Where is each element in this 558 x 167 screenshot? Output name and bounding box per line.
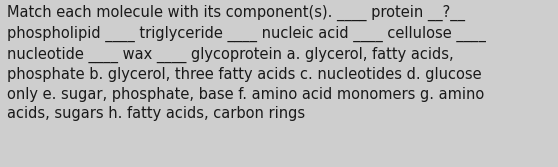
Text: Match each molecule with its component(s). ____ protein __?__
phospholipid ____ : Match each molecule with its component(s…: [7, 5, 486, 121]
